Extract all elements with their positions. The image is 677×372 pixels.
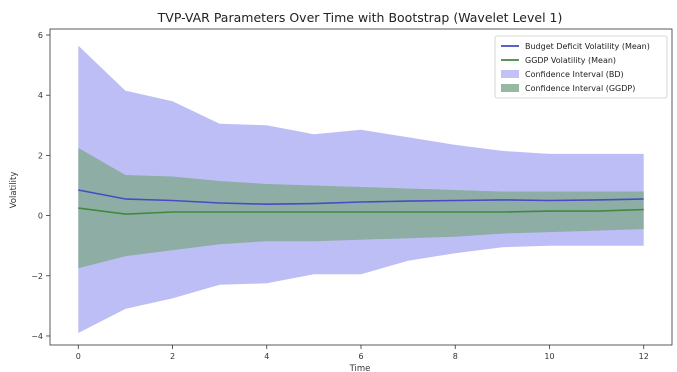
y-tick-label: −2 bbox=[31, 272, 43, 281]
plot-area: 0 2 4 6 8 10 12 −4 −2 0 2 4 6 bbox=[31, 28, 673, 361]
legend-label: Budget Deficit Volatility (Mean) bbox=[525, 42, 650, 51]
legend: Budget Deficit Volatility (Mean) GGDP Vol… bbox=[494, 35, 668, 99]
y-tick-label: 2 bbox=[38, 151, 43, 160]
series-line-ggdp-mean bbox=[78, 207, 644, 215]
legend-box bbox=[494, 35, 668, 99]
x-axis-label: Time bbox=[349, 364, 371, 372]
y-tick-label: 6 bbox=[38, 31, 43, 40]
x-tick-label: 12 bbox=[639, 352, 649, 361]
confidence-band-ggdp bbox=[78, 147, 644, 269]
y-tick-label: −4 bbox=[31, 332, 43, 341]
chart-title: TVP-VAR Parameters Over Time with Bootst… bbox=[157, 10, 563, 25]
x-tick-label: 10 bbox=[544, 352, 554, 361]
legend-swatch bbox=[501, 70, 519, 78]
legend-label: Confidence Interval (GGDP) bbox=[525, 84, 635, 93]
x-tick-label: 4 bbox=[264, 352, 269, 361]
y-tick-label: 4 bbox=[38, 91, 43, 100]
legend-swatch bbox=[501, 84, 519, 92]
x-tick-label: 6 bbox=[358, 352, 363, 361]
legend-label: GGDP Volatility (Mean) bbox=[525, 56, 616, 65]
x-tick-label: 8 bbox=[453, 352, 458, 361]
legend-label: Confidence Interval (BD) bbox=[525, 70, 624, 79]
y-axis-label: Volatility bbox=[9, 172, 19, 209]
x-tick-label: 2 bbox=[170, 352, 175, 361]
series-line-bd-mean bbox=[78, 189, 644, 206]
x-tick-label: 0 bbox=[76, 352, 81, 361]
y-tick-label: 0 bbox=[38, 212, 43, 221]
